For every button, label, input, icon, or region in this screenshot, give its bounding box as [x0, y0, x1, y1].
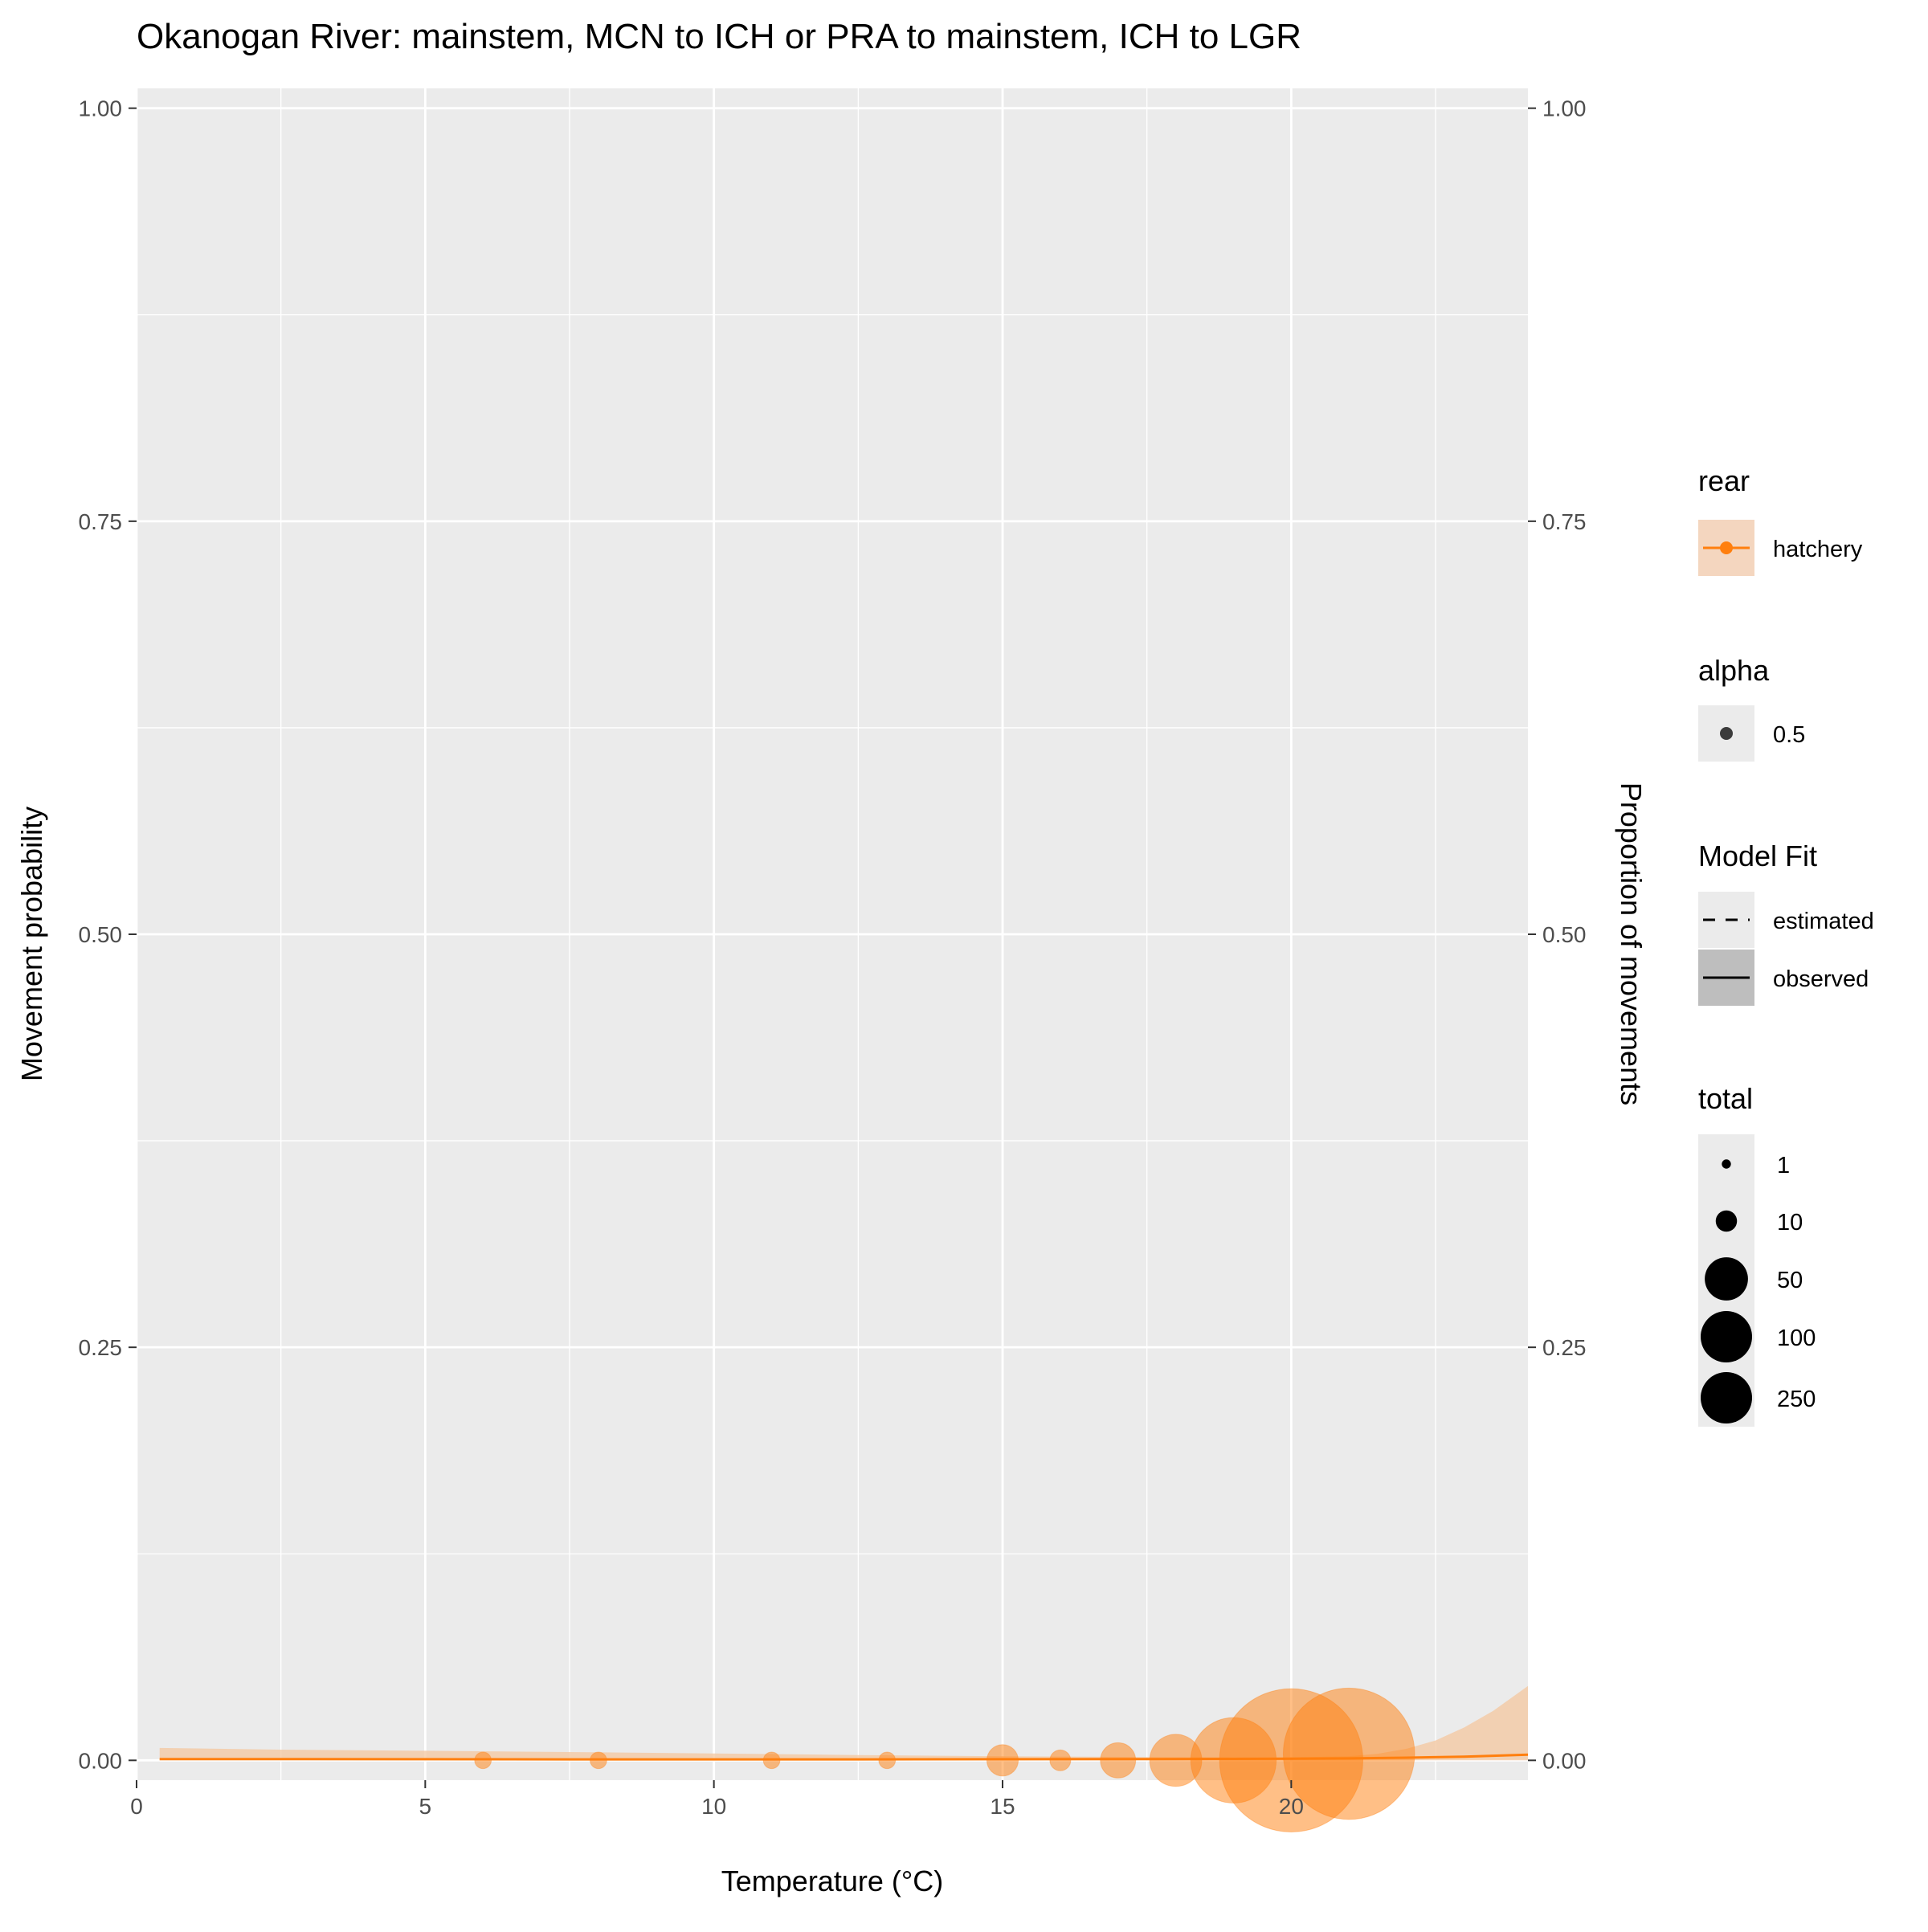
legend-title-rear: rear	[1698, 464, 1750, 497]
legend-total-label-0: 1	[1777, 1153, 1790, 1178]
legend-total-key-4	[1701, 1372, 1752, 1423]
legend-total-label-4: 250	[1777, 1387, 1816, 1412]
observed-point-1	[590, 1751, 607, 1770]
x-tick-label-0: 0	[130, 1794, 143, 1819]
legend-title-model-fit: Model Fit	[1698, 839, 1817, 872]
observed-point-6	[1100, 1742, 1137, 1779]
observed-points-layer	[474, 1687, 1415, 1833]
legend-key-hatchery-point	[1720, 541, 1733, 554]
legend-key-hatchery	[1698, 520, 1754, 576]
observed-point-10	[1282, 1687, 1415, 1820]
legend: rear hatchery alpha 0.5 Model Fit estima…	[1698, 464, 1874, 1427]
y-tick-label-left-0: 0.00	[79, 1748, 123, 1773]
y-tick-label-right-1: 0.25	[1542, 1335, 1587, 1360]
y-axis-right: 0.00 0.25 0.50 0.75 1.00	[1528, 96, 1587, 1773]
legend-total-label-3: 100	[1777, 1325, 1816, 1351]
legend-total-key-1	[1715, 1210, 1738, 1232]
legend-label-observed: observed	[1773, 966, 1869, 992]
legend-title-total: total	[1698, 1082, 1753, 1115]
y-tick-label-right-4: 1.00	[1542, 96, 1587, 121]
legend-title-alpha: alpha	[1698, 654, 1770, 687]
legend-total-key-0	[1722, 1159, 1731, 1169]
legend-total-label-1: 10	[1777, 1210, 1803, 1236]
x-tick-label-1: 5	[419, 1794, 432, 1819]
y-tick-label-left-2: 0.50	[79, 922, 123, 947]
y-tick-label-left-3: 0.75	[79, 509, 123, 534]
legend-label-alpha: 0.5	[1773, 722, 1805, 748]
y-tick-label-left-1: 0.25	[79, 1335, 123, 1360]
y-tick-label-right-0: 0.00	[1542, 1748, 1587, 1773]
observed-point-5	[1049, 1749, 1072, 1771]
x-axis: 0 5 10 15 20	[130, 1780, 1304, 1819]
y-axis-left: 0.00 0.25 0.50 0.75 1.00	[79, 96, 137, 1773]
x-tick-label-2: 10	[701, 1794, 726, 1819]
legend-total-label-2: 50	[1777, 1268, 1803, 1293]
x-axis-title: Temperature (°C)	[721, 1865, 943, 1897]
y-tick-label-right-2: 0.50	[1542, 922, 1587, 947]
observed-point-3	[878, 1751, 897, 1770]
legend-total-key-3	[1701, 1311, 1752, 1362]
observed-point-4	[986, 1744, 1019, 1777]
x-tick-label-3: 15	[990, 1794, 1015, 1819]
y-tick-label-right-3: 0.75	[1542, 509, 1587, 534]
observed-point-0	[474, 1751, 492, 1770]
legend-total-keys: 1 10 50 100 250	[1701, 1153, 1816, 1423]
secondary-y-axis-title: Proportion of movements	[1615, 782, 1648, 1105]
y-tick-label-left-4: 1.00	[79, 96, 123, 121]
legend-total-key-2	[1705, 1257, 1748, 1301]
observed-point-2	[762, 1751, 781, 1770]
x-tick-label-4: 20	[1279, 1794, 1304, 1819]
y-axis-title: Movement probability	[15, 807, 48, 1081]
legend-label-estimated: estimated	[1773, 909, 1874, 934]
legend-key-alpha-point	[1720, 727, 1733, 740]
legend-label-hatchery: hatchery	[1773, 537, 1863, 562]
plot-title: Okanogan River: mainstem, MCN to ICH or …	[137, 17, 1301, 56]
